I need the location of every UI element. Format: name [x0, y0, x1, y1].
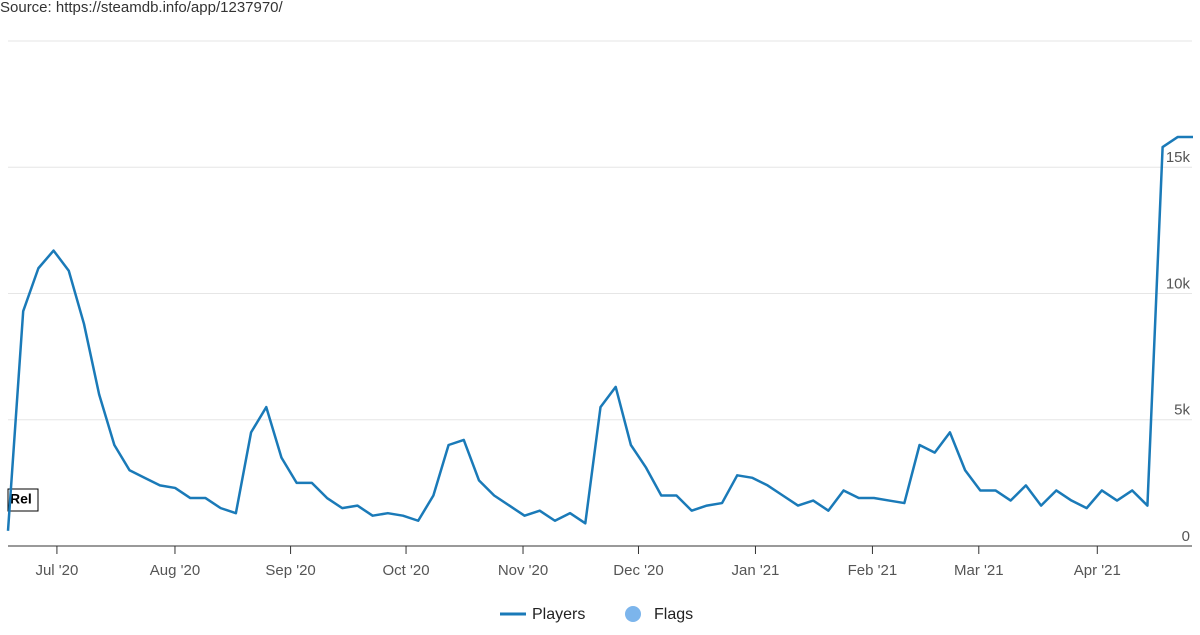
x-tick-label: Dec '20: [613, 562, 663, 579]
x-tick-label: Sep '20: [265, 562, 315, 579]
players-line: [6, 135, 1193, 531]
legend-label: Players: [532, 606, 585, 623]
x-tick-label: Aug '20: [150, 562, 200, 579]
annotation-box: [7, 488, 39, 512]
x-tick-label: Feb '21: [848, 562, 898, 579]
legend-label: Flags: [654, 606, 693, 623]
x-tick-label: Apr '21: [1074, 562, 1121, 579]
y-tick-label: 15k: [1166, 149, 1191, 166]
y-tick-label: 5k: [1174, 402, 1190, 419]
source: Source: https://steamdb.info/app/1237970…: [0, 0, 284, 16]
x-tick-label: Mar '21: [954, 562, 1004, 579]
x-tick-label: Nov '20: [498, 562, 548, 579]
y-tick-label: 10k: [1166, 275, 1191, 292]
annotation: Rel: [10, 491, 32, 507]
legend-swatch: [625, 606, 641, 622]
y-tick-label: 0: [1182, 528, 1190, 545]
x-tick-label: Oct '20: [383, 562, 430, 579]
x-tick-label: Jul '20: [35, 562, 78, 579]
x-tick-label: Jan '21: [732, 562, 780, 579]
